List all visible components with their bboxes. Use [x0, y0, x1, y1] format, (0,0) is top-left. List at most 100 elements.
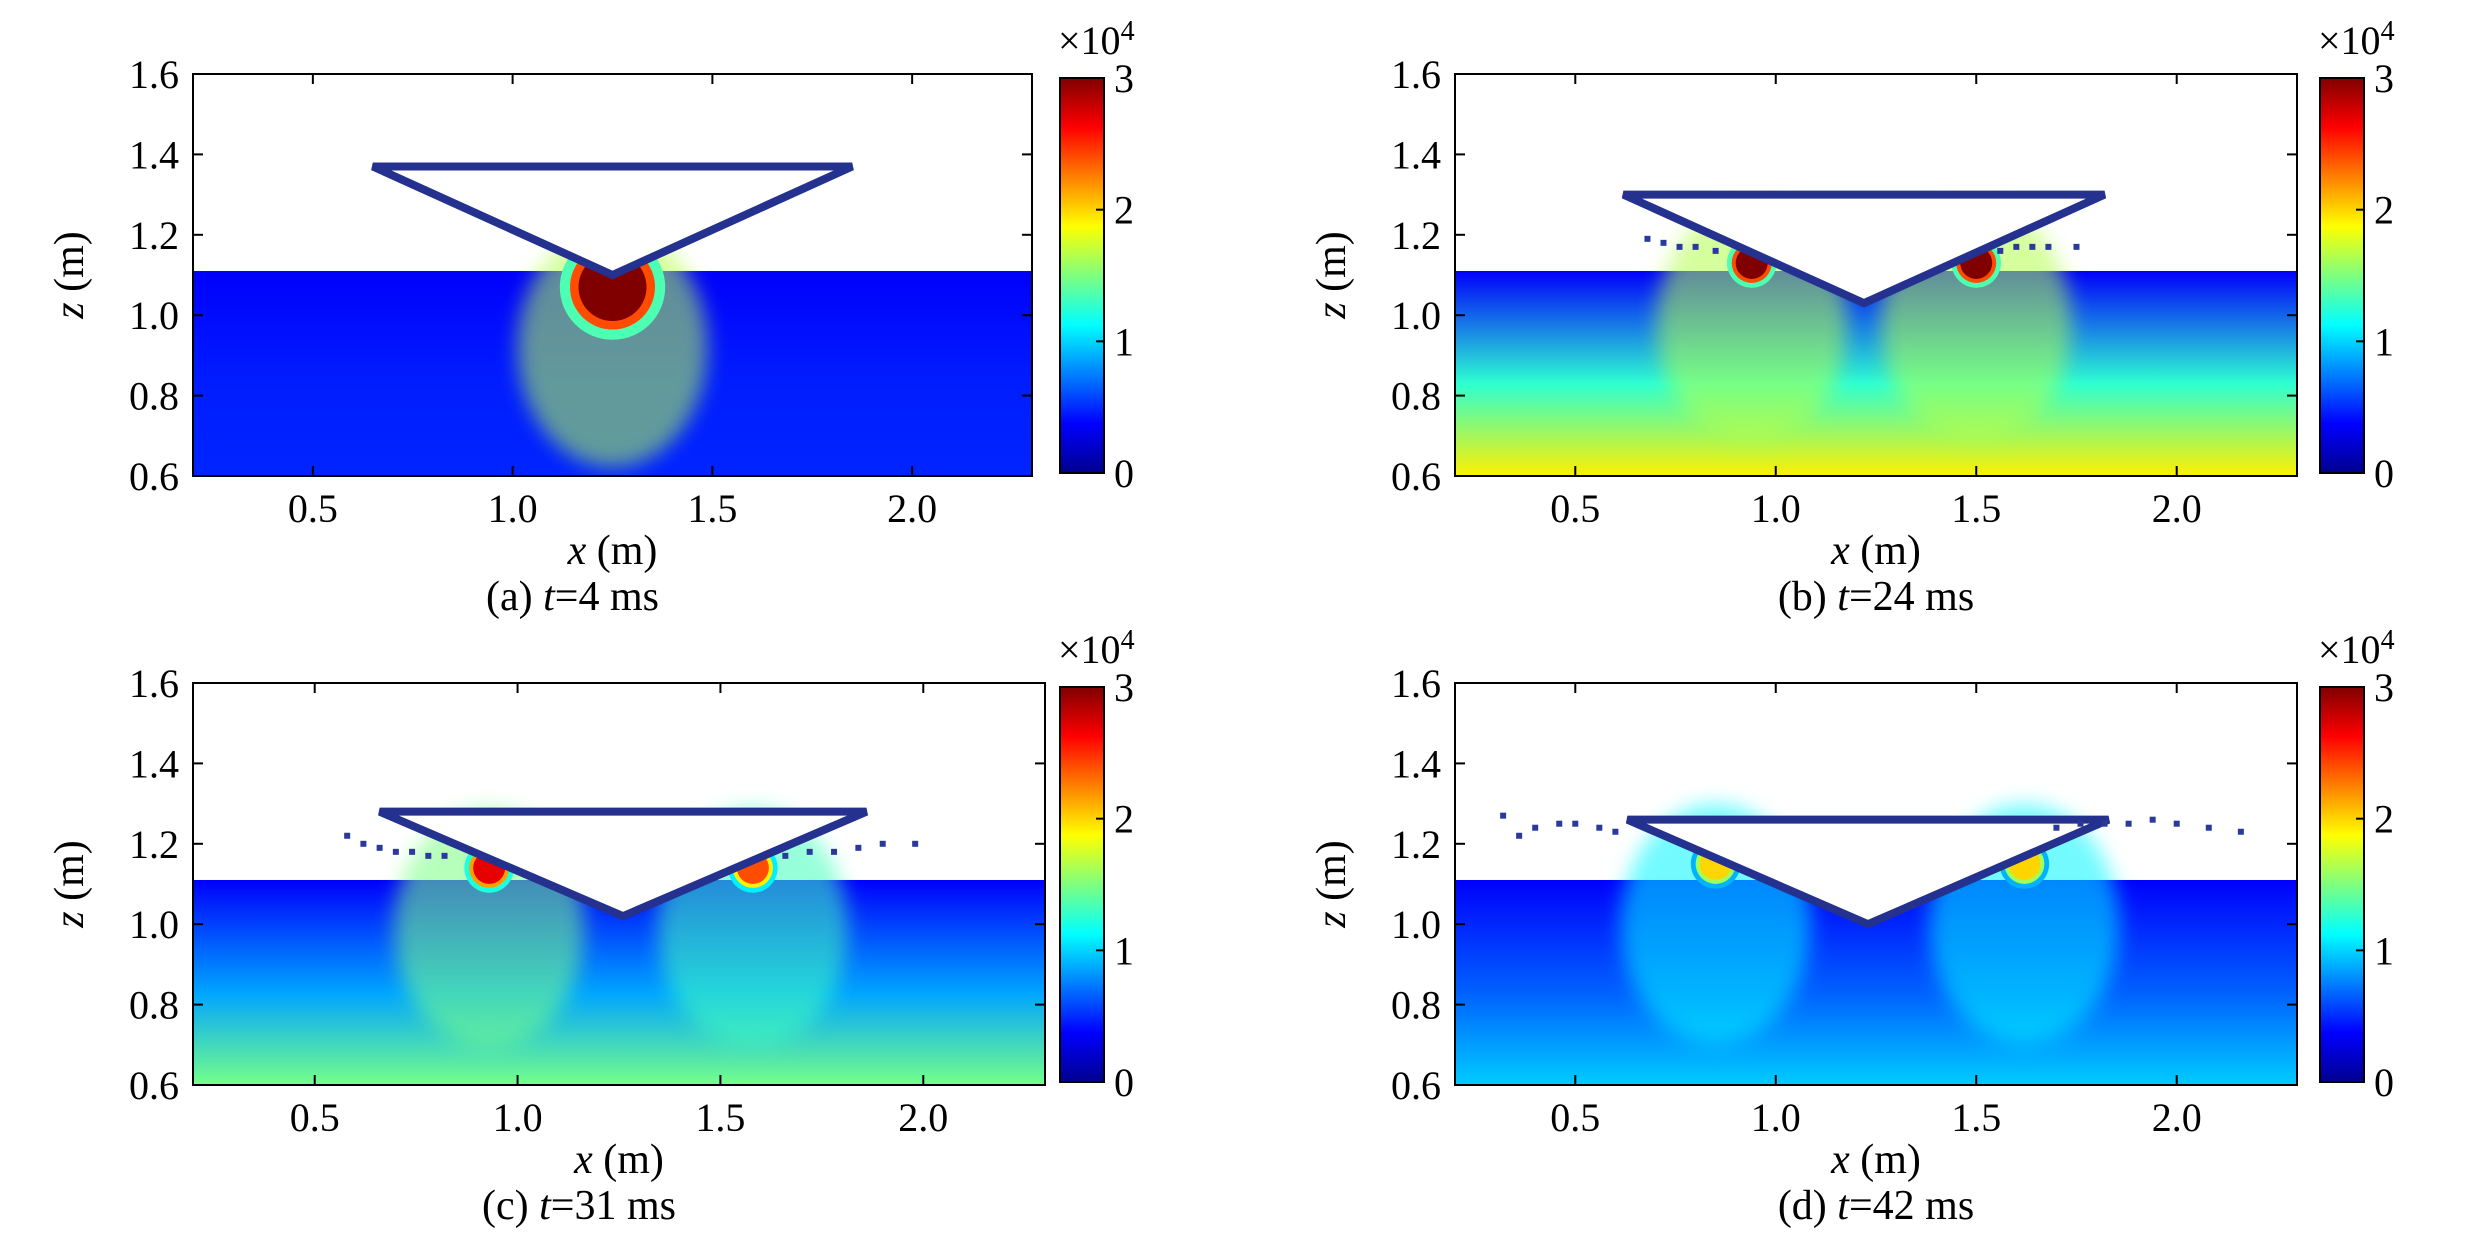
- colorbar-tick-label: 0: [1114, 451, 1134, 496]
- spray-particle: [1556, 820, 1563, 827]
- y-tick-label: 0.6: [129, 454, 179, 499]
- y-tick-label: 1.4: [1391, 132, 1441, 177]
- caption-var: t: [543, 574, 556, 620]
- spray-particle: [344, 832, 351, 839]
- x-axis-label: x (m): [1830, 1137, 1921, 1183]
- spray-particle: [2205, 824, 2212, 831]
- y-axis-var: z: [1309, 911, 1355, 928]
- y-axis-unit: (m): [1309, 231, 1355, 302]
- colorbar-multiplier: ×104: [2318, 625, 2395, 672]
- spray-particle: [425, 852, 432, 859]
- spray-particle: [1516, 832, 1523, 839]
- plot-frame: [1454, 682, 2298, 1086]
- y-tick-label: 1.0: [129, 293, 179, 338]
- colorbar-tick-label: 3: [1114, 665, 1134, 710]
- y-axis-label: z (m): [47, 231, 93, 320]
- y-tick-label: 1.4: [129, 132, 179, 177]
- caption-suffix: =42 ms: [1849, 1183, 1974, 1229]
- y-axis-var: z: [1309, 302, 1355, 319]
- y-tick-label: 1.0: [129, 902, 179, 947]
- spray-particle: [2173, 820, 2180, 827]
- x-tick-label: 1.0: [493, 1095, 543, 1140]
- x-axis-unit: (m): [593, 1137, 664, 1183]
- spray-particle: [1692, 243, 1699, 250]
- spray-particle: [2237, 828, 2244, 835]
- x-axis-label: x (m): [573, 1137, 664, 1183]
- y-tick-label: 0.8: [1391, 983, 1441, 1028]
- colorbar-tick-label: 0: [2374, 451, 2394, 496]
- pressure-field: [193, 162, 1032, 476]
- spray-particle: [806, 848, 813, 855]
- wedge: [371, 162, 854, 280]
- panel-caption: (b) t=24 ms: [1778, 574, 1974, 620]
- x-axis-unit: (m): [1850, 528, 1921, 574]
- colorbar-tick-label: 1: [2374, 928, 2394, 973]
- caption-suffix: =4 ms: [555, 574, 659, 620]
- colorbar-tick-label: 3: [2374, 56, 2394, 101]
- y-tick-label: 0.6: [1391, 454, 1441, 499]
- spray-particle: [2149, 816, 2156, 823]
- x-tick-label: 0.5: [290, 1095, 340, 1140]
- x-tick-label: 2.0: [2152, 486, 2202, 531]
- panel-c: 0.5 1.0 1.5 2.00.60.81.01.21.41.6x (m)z (m)…: [47, 625, 1135, 1229]
- x-axis-var: x: [567, 528, 587, 574]
- x-tick-label: 1.5: [695, 1095, 745, 1140]
- wedge: [1625, 815, 2111, 929]
- caption-prefix: (c): [482, 1183, 539, 1229]
- y-tick-label: 1.4: [129, 741, 179, 786]
- y-tick-label: 0.6: [129, 1063, 179, 1108]
- pressure-field: [1455, 803, 2297, 1085]
- x-axis-var: x: [1830, 528, 1850, 574]
- colorbar-multiplier-exponent: 4: [1121, 16, 1135, 47]
- colorbar-tick-label: 0: [1114, 1060, 1134, 1105]
- colorbar-gradient: [1059, 686, 1105, 1083]
- x-axis-unit: (m): [586, 528, 657, 574]
- y-tick-label: 1.2: [1391, 213, 1441, 258]
- plot-frame: [192, 73, 1033, 477]
- water-body: [1455, 270, 2297, 476]
- y-tick-label: 0.8: [129, 374, 179, 419]
- y-axis-unit: (m): [47, 231, 93, 302]
- caption-suffix: =24 ms: [1849, 574, 1974, 620]
- x-axis-var: x: [1830, 1137, 1850, 1183]
- spray-particle: [409, 848, 416, 855]
- colorbar-multiplier-exponent: 4: [1121, 625, 1135, 656]
- y-axis-unit: (m): [47, 840, 93, 911]
- x-tick-label: 1.0: [1751, 1095, 1801, 1140]
- spray-particle: [1612, 828, 1619, 835]
- spray-particle: [1596, 824, 1603, 831]
- colorbar-multiplier: ×104: [1058, 625, 1135, 672]
- spray-particle: [2101, 820, 2108, 827]
- colorbar-tick-label: 2: [1114, 797, 1134, 842]
- y-tick-label: 0.8: [1391, 374, 1441, 419]
- spray-particle: [360, 840, 367, 847]
- colorbar-gradient: [1059, 77, 1105, 474]
- colorbar-tick-label: 3: [1114, 56, 1134, 101]
- colorbar-tick-label: 1: [1114, 319, 1134, 364]
- colorbar-tick-label: 0: [2374, 1060, 2394, 1105]
- panel-a: 0.5 1.0 1.5 2.00.60.81.01.21.41.6x (m)z (m)…: [47, 16, 1135, 620]
- colorbar-multiplier-base: ×10: [1058, 627, 1121, 672]
- panel-caption: (c) t=31 ms: [482, 1183, 676, 1229]
- panel-caption: (a) t=4 ms: [486, 574, 659, 620]
- x-tick-label: 1.5: [1951, 486, 2001, 531]
- y-axis-label: z (m): [1309, 231, 1355, 320]
- y-tick-label: 0.8: [129, 983, 179, 1028]
- x-axis-unit: (m): [1850, 1137, 1921, 1183]
- spray-particle: [831, 848, 838, 855]
- colorbar: 0 1 2 3×104: [1058, 16, 1135, 496]
- spray-particle: [1676, 243, 1683, 250]
- colorbar-tick-label: 1: [1114, 928, 1134, 973]
- y-tick-label: 1.6: [129, 52, 179, 97]
- colorbar-multiplier: ×104: [2318, 16, 2395, 63]
- spray-particle: [855, 844, 862, 851]
- x-tick-label: 1.0: [1751, 486, 1801, 531]
- colorbar-tick-label: 3: [2374, 665, 2394, 710]
- y-tick-label: 1.2: [1391, 822, 1441, 867]
- colorbar-tick-label: 2: [2374, 797, 2394, 842]
- spray-particle: [2125, 820, 2132, 827]
- plot-frame: [1454, 73, 2298, 477]
- y-tick-label: 0.6: [1391, 1063, 1441, 1108]
- wedge: [1621, 190, 2107, 308]
- spray-particle: [1532, 824, 1539, 831]
